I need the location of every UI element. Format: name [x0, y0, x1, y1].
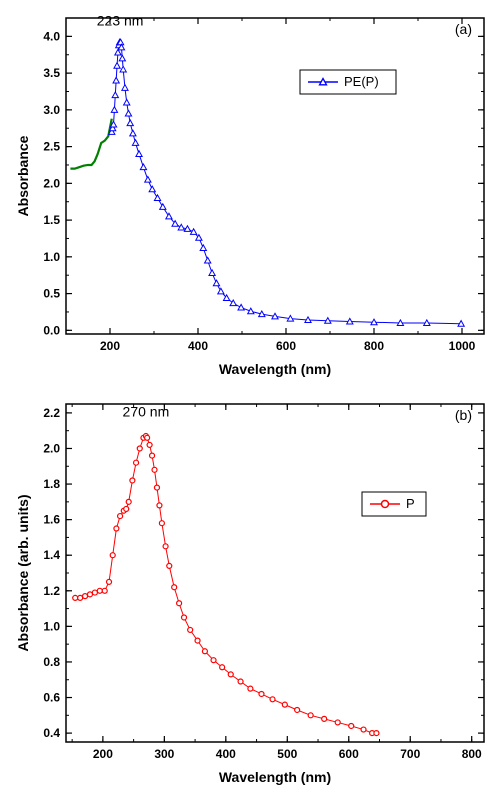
- panel-a: 200 400 600 800 1000 0.0 0.5 1.0 1.5 2.0 2.5 3.0 3.5…: [0, 0, 502, 382]
- svg-text:2.0: 2.0: [43, 176, 60, 190]
- svg-text:(b): (b): [455, 407, 472, 423]
- svg-text:4.0: 4.0: [43, 29, 60, 43]
- svg-text:2.0: 2.0: [43, 441, 60, 455]
- svg-text:1.6: 1.6: [43, 513, 60, 527]
- svg-text:1.2: 1.2: [43, 584, 60, 598]
- svg-text:Wavelength (nm): Wavelength (nm): [219, 361, 331, 377]
- svg-text:Wavelength (nm): Wavelength (nm): [219, 769, 331, 785]
- svg-text:3.0: 3.0: [43, 103, 60, 117]
- svg-text:600: 600: [276, 339, 296, 353]
- svg-text:1.0: 1.0: [43, 250, 60, 264]
- svg-text:2.5: 2.5: [43, 140, 60, 154]
- svg-text:0.4: 0.4: [43, 726, 60, 740]
- svg-text:1.8: 1.8: [43, 477, 60, 491]
- svg-text:1000: 1000: [449, 339, 476, 353]
- svg-text:0.8: 0.8: [43, 655, 60, 669]
- svg-text:2.2: 2.2: [43, 406, 60, 420]
- svg-text:600: 600: [339, 747, 359, 761]
- svg-text:800: 800: [462, 747, 482, 761]
- svg-text:P: P: [406, 496, 415, 511]
- svg-text:500: 500: [277, 747, 297, 761]
- svg-text:270 nm: 270 nm: [123, 403, 170, 419]
- svg-text:400: 400: [216, 747, 236, 761]
- svg-text:200: 200: [100, 339, 120, 353]
- svg-text:1.0: 1.0: [43, 619, 60, 633]
- svg-text:200: 200: [93, 747, 113, 761]
- svg-text:Absorbance: Absorbance: [15, 135, 31, 216]
- svg-text:700: 700: [400, 747, 420, 761]
- panel-b: 200 300 400 500 600 700 800 0.4 0.6 0.8 1.0 1.2 1.4 1…: [0, 382, 502, 790]
- svg-text:800: 800: [364, 339, 384, 353]
- svg-text:300: 300: [154, 747, 174, 761]
- svg-text:400: 400: [188, 339, 208, 353]
- svg-text:1.5: 1.5: [43, 213, 60, 227]
- svg-text:0.5: 0.5: [43, 287, 60, 301]
- svg-text:3.5: 3.5: [43, 66, 60, 80]
- svg-text:(a): (a): [455, 21, 472, 37]
- svg-text:1.4: 1.4: [43, 548, 60, 562]
- svg-text:223 nm: 223 nm: [97, 12, 144, 28]
- svg-text:Absorbance (arb. units): Absorbance (arb. units): [15, 494, 31, 651]
- svg-text:PE(P): PE(P): [344, 74, 379, 89]
- svg-text:0.0: 0.0: [43, 323, 60, 337]
- svg-text:0.6: 0.6: [43, 691, 60, 705]
